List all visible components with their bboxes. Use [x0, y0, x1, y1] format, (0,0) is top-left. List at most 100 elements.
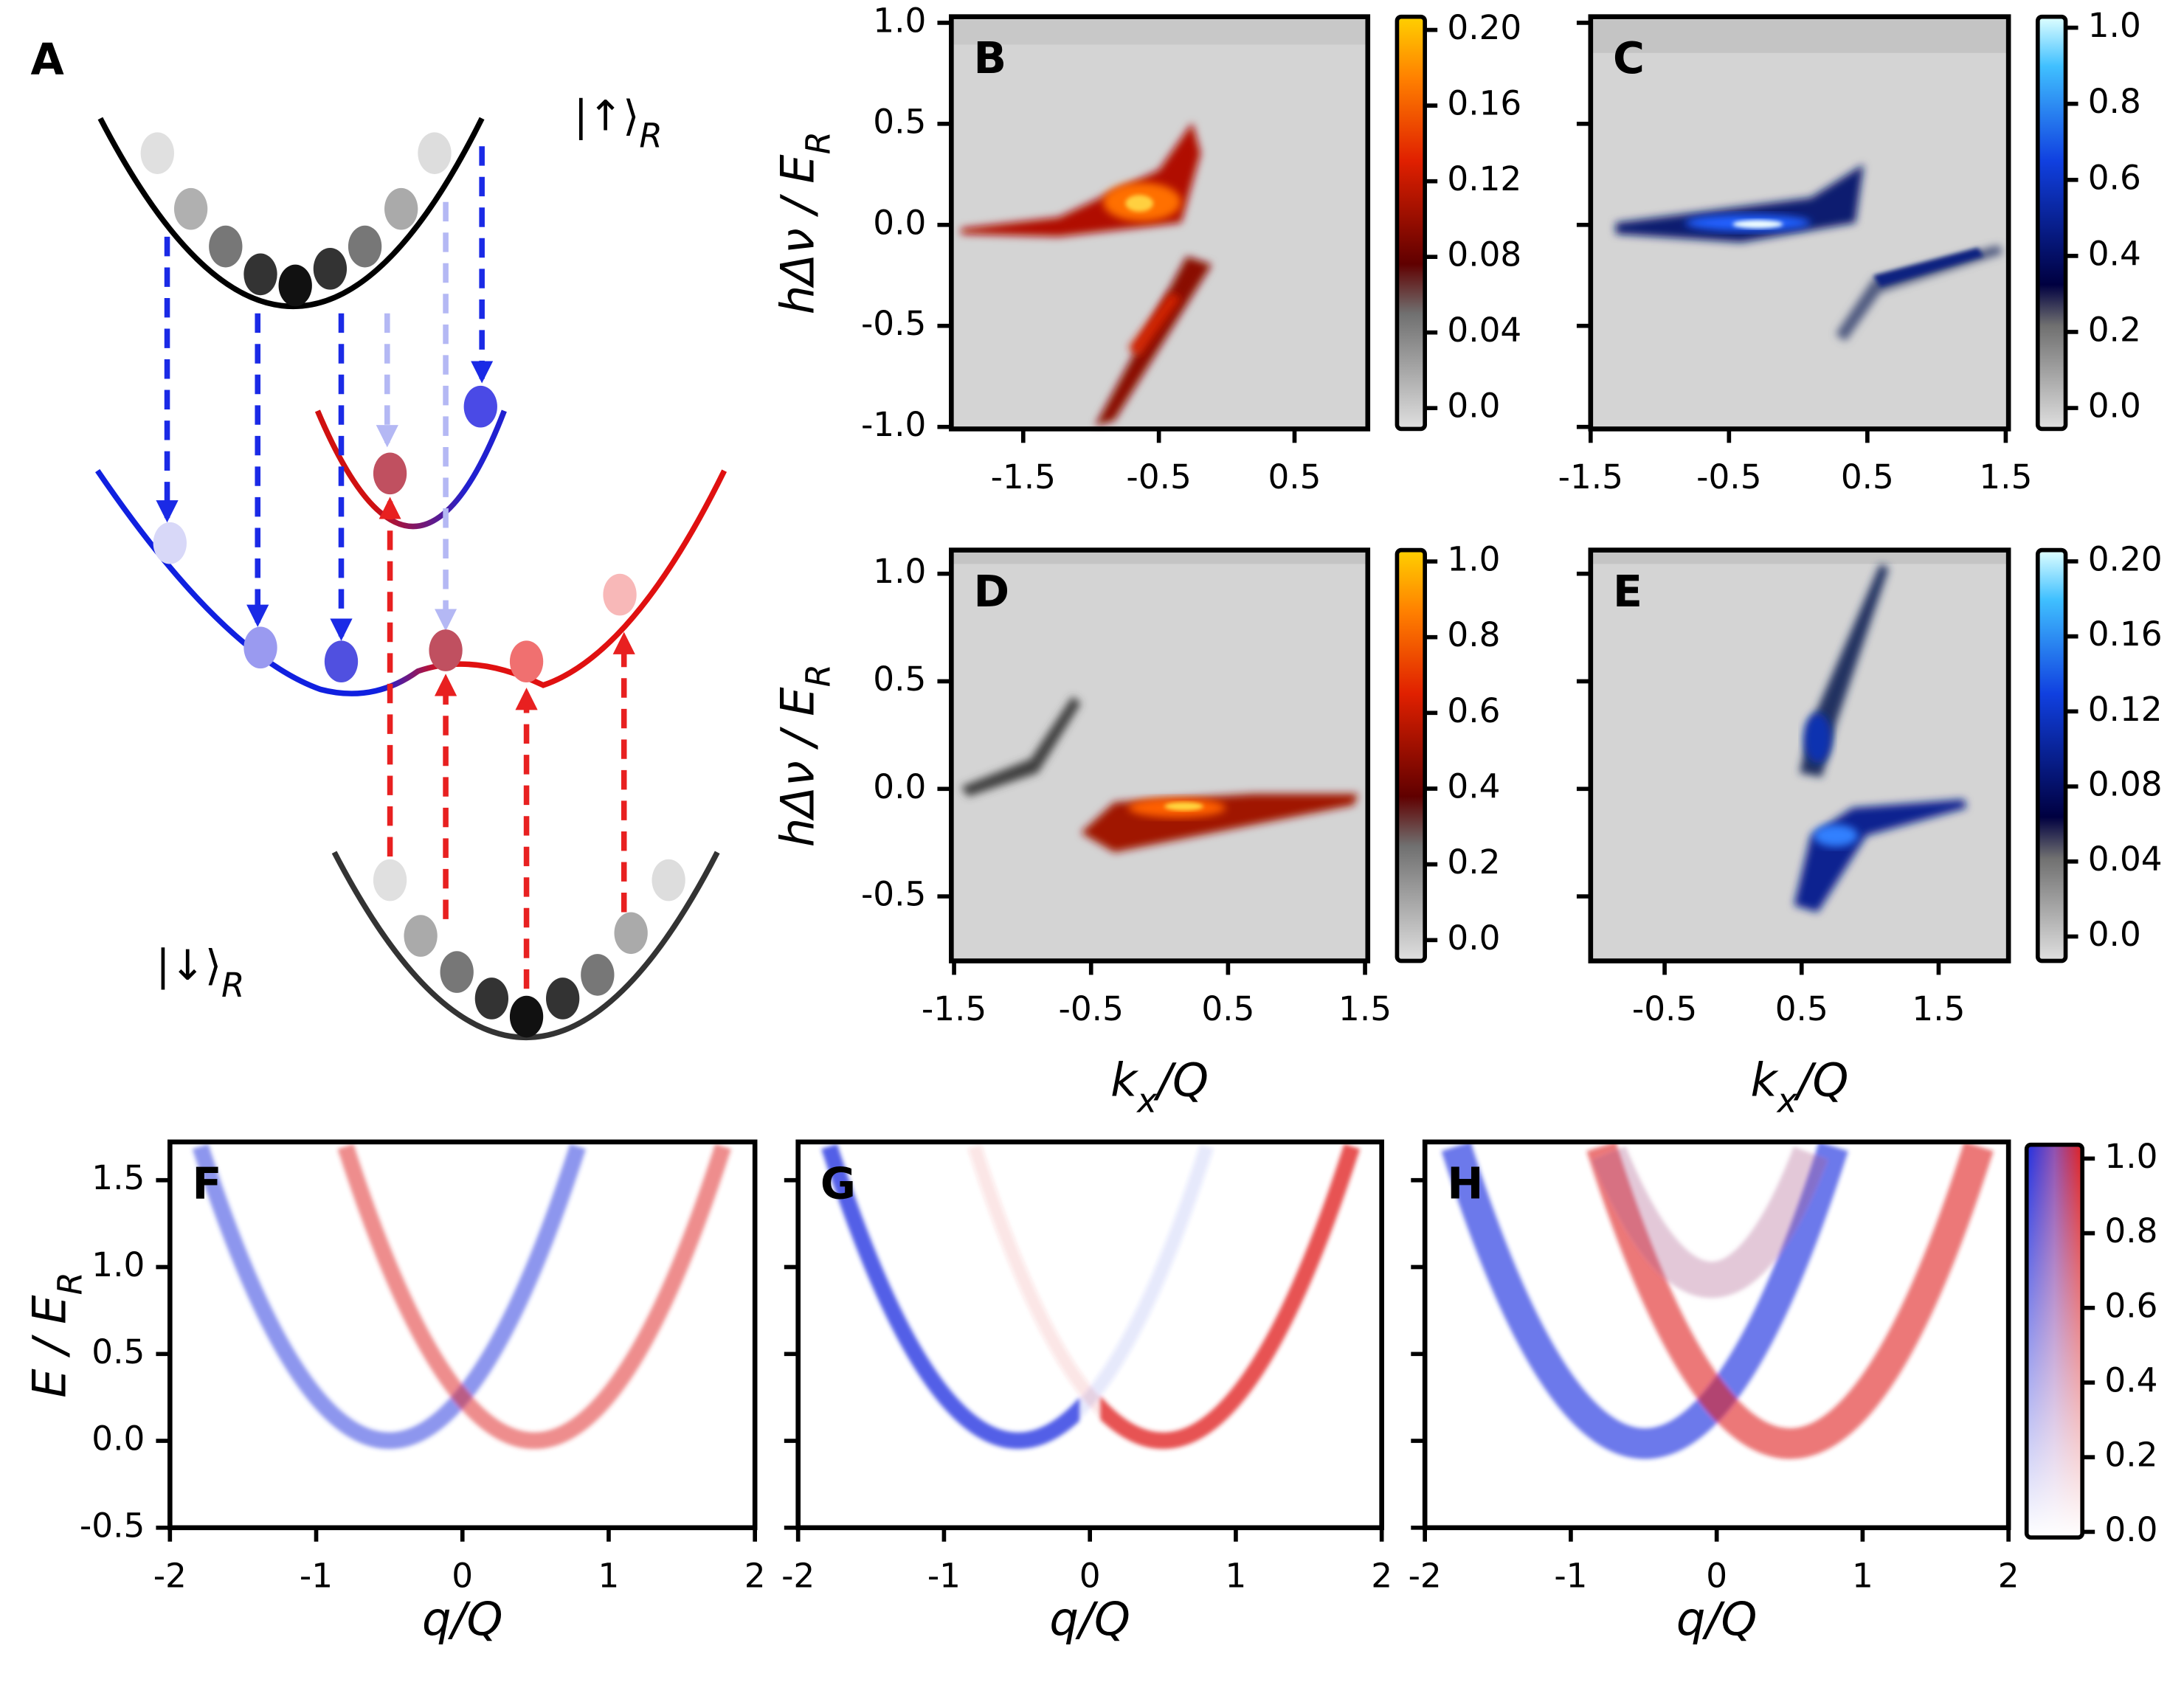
colorbar-tick-label: 0.4: [2088, 234, 2141, 273]
y-axis-label: hΔν / ER: [771, 664, 838, 847]
x-tick-label: 0: [452, 1556, 473, 1595]
colorbar-tick-label: 0.16: [1447, 84, 1521, 123]
colorbar-tick-label: 0.4: [1447, 767, 1500, 806]
heatmap-e: [1590, 550, 2009, 961]
colorbar-tick-label: 0.04: [1447, 311, 1521, 350]
x-tick-label: 1.5: [1912, 989, 1965, 1028]
x-axis-label: q/Q: [422, 1592, 503, 1646]
x-tick-label: 2: [1371, 1556, 1392, 1595]
panel-label: B: [974, 33, 1007, 83]
panel-label: G: [820, 1158, 856, 1208]
colorbar-tick-label: 1.0: [2088, 6, 2141, 45]
x-axis-label: kx/Q: [1110, 1053, 1209, 1121]
colorbar-tick-label: 0.6: [1447, 691, 1500, 730]
label-sub: x: [1776, 1082, 1798, 1121]
x-tick-label: -1: [927, 1556, 961, 1595]
colorbar-tick-label: 0.20: [2088, 539, 2163, 578]
colorbar-tick-label: 0.12: [1447, 159, 1521, 198]
colorbar-tick-label: 0.04: [2088, 840, 2163, 879]
colorbar-fill: [2026, 1144, 2083, 1538]
x-tick-label: -1: [300, 1556, 333, 1595]
colorbar-frame: [2024, 1142, 2085, 1540]
colorbar-tick-label: 0.08: [2088, 765, 2163, 804]
colorbar-tick-label: 0.0: [1447, 918, 1500, 958]
label-sub: R: [51, 1272, 90, 1295]
colorbar-tick-label: 0.4: [2104, 1361, 2157, 1400]
x-tick-label: 0.5: [1201, 989, 1254, 1028]
x-tick-label: 1: [598, 1556, 620, 1595]
x-tick-label: -0.5: [1059, 989, 1124, 1028]
panel-label: C: [1613, 33, 1645, 83]
dressed-band: [95, 468, 728, 696]
panel-label: E: [1613, 567, 1642, 617]
small-band: [314, 409, 507, 530]
x-tick-label: -0.5: [1126, 457, 1191, 496]
colorbar-tick-label: 0.0: [1447, 387, 1500, 426]
label-after: /Q: [1153, 1053, 1209, 1107]
x-tick-label: -2: [1409, 1556, 1442, 1595]
label-text: k: [1110, 1053, 1139, 1107]
y-tick-label: -0.5: [80, 1506, 145, 1545]
x-tick-label: 0: [1079, 1556, 1101, 1595]
label-text: q/Q: [1049, 1592, 1130, 1646]
colorbar-tick-label: 0.8: [2088, 82, 2141, 121]
colorbar-tick-label: 1.0: [1447, 540, 1500, 579]
y-tick-label: 0.0: [873, 767, 926, 806]
y-tick-label: -0.5: [861, 875, 926, 914]
curves-g: [821, 1143, 1361, 1450]
colorbar-frame: [2035, 14, 2068, 432]
panel-label: A: [31, 35, 64, 85]
x-axis-label: q/Q: [1049, 1592, 1130, 1646]
panel-label: H: [1447, 1158, 1483, 1208]
x-tick-label: 2: [744, 1556, 766, 1595]
colorbar-tick-label: 0.2: [1447, 842, 1500, 882]
x-tick-label: 0: [1706, 1556, 1727, 1595]
arrows: [156, 146, 635, 989]
colorbar-frame: [1395, 547, 1428, 963]
colorbar-tick-label: 0.8: [1447, 615, 1500, 654]
x-tick-label: 1: [1225, 1556, 1246, 1595]
colorbar-tick-label: 1.0: [2104, 1137, 2157, 1176]
y-tick-label: 1.0: [873, 1, 926, 40]
state-up: |↑⟩R: [574, 91, 663, 155]
curves-h: [1441, 1141, 1994, 1459]
state-down: |↓⟩R: [156, 941, 244, 1005]
label-sub: R: [798, 664, 837, 687]
y-tick-label: 0.5: [91, 1332, 145, 1371]
colorbar-tick-label: 0.16: [2088, 615, 2163, 654]
colorbar-fill: [1397, 16, 1426, 429]
x-tick-label: -1.5: [1558, 457, 1623, 496]
panel-a-diagram: A |↑⟩R |↓⟩R: [31, 35, 728, 1040]
x-tick-label: 1.5: [1979, 457, 2032, 496]
x-tick-label: 0.5: [1775, 989, 1828, 1028]
x-tick-label: 1: [1852, 1556, 1873, 1595]
colorbar-fill: [1397, 550, 1426, 961]
x-tick-label: -2: [781, 1556, 815, 1595]
colorbar-tick-label: 0.6: [2104, 1286, 2157, 1325]
y-tick-label: 0.0: [873, 203, 926, 242]
plot-frame: [795, 1139, 1384, 1531]
x-tick-label: -1.5: [991, 457, 1056, 496]
y-tick-label: -0.5: [861, 304, 926, 343]
colorbar-tick-label: 0.0: [2088, 387, 2141, 426]
label-sub: R: [798, 131, 837, 154]
colorbar-tick-label: 0.2: [2104, 1436, 2157, 1475]
y-tick-label: 0.5: [873, 102, 926, 141]
x-tick-label: 0.5: [1841, 457, 1894, 496]
colorbar-fill: [2037, 550, 2066, 961]
x-tick-label: 1.5: [1338, 989, 1392, 1028]
x-axis-label: q/Q: [1676, 1592, 1758, 1646]
colorbar-tick-label: 0.08: [1447, 235, 1521, 274]
y-axis-label: E / ER: [23, 1272, 90, 1398]
heatmap-d: [951, 550, 1368, 961]
x-axis-label: kx/Q: [1751, 1053, 1849, 1121]
heatmap-c: [1590, 16, 2009, 429]
y-tick-label: 1.5: [91, 1158, 145, 1197]
panel-label: D: [974, 567, 1010, 617]
colorbar-frame: [2035, 547, 2068, 963]
y-tick-label: -1.0: [861, 405, 926, 444]
label-sub: x: [1136, 1082, 1158, 1121]
heatmap-b: [951, 16, 1368, 429]
colorbar-fill: [2037, 16, 2066, 429]
